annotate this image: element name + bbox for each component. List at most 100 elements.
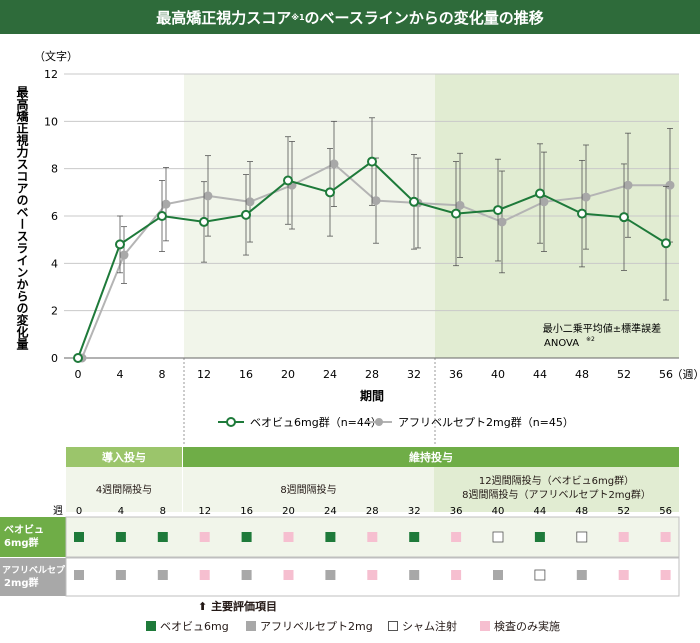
y-tick-label: 10 [44,115,58,128]
y-axis-label: 最高矯正視力スコアのベースラインからの変化量 [15,86,29,350]
data-point [199,216,209,227]
dose-marker-brolucizumab [74,532,84,542]
dose-marker-aflibercept [367,570,378,580]
dosing-schedule-table: 週 0 4 8 12 16 20 24 28 32 36 40 44 48 52 56ベオビュ6mg群アフリベ… [0,505,680,597]
row-label-bg-aflibercept [0,558,66,596]
x-axis-label: 期間 [360,388,384,403]
data-point [665,180,675,190]
week-header-cell: 48 [575,506,588,517]
x-tick-label: 44 [533,368,547,381]
x-tick-label: 56 [659,368,673,381]
dose-marker-aflibercept [115,570,126,580]
dose-marker-aflibercept [157,570,168,580]
week-header-cell: 12 [198,506,211,517]
interval-8w-band [183,467,434,512]
x-tick-label: 28 [365,368,379,381]
week-header-cell: 20 [282,506,295,517]
data-point [73,353,83,363]
title-footnote-mark: ※1 [291,12,305,22]
x-tick-label: 40 [491,368,505,381]
brolucizumab-square-icon [146,621,156,631]
data-point [619,212,629,223]
y-tick-label: 8 [51,163,58,176]
phase-loading: 導入投与 [66,447,182,467]
legend-sham: シャム注射 [388,618,457,634]
week-header-cell: 52 [617,506,630,517]
dose-marker-brolucizumab [576,531,588,543]
interval-12w-band [434,467,679,512]
data-point [245,197,255,207]
dose-marker-brolucizumab [492,531,504,543]
phase-maintenance: 維持投与 [183,447,679,467]
legend-label-brolucizumab: ベオビュ6mg群（n=44） [250,415,382,429]
week-header-cell: 0 [76,506,82,517]
dose-marker-brolucizumab [283,532,294,542]
data-point [283,175,293,186]
dose-marker-aflibercept [199,570,210,580]
y-tick-label: 12 [44,68,58,81]
dose-marker-aflibercept [660,570,671,580]
interval-12w-label-2: 8週間隔投与（アフリベルセプト2mg群） [462,490,651,501]
aflibercept-square-icon [246,621,256,631]
chart-legend: ベオビュ6mg群（n=44） アフリベルセプト2mg群（n=45） [218,415,574,429]
dose-marker-aflibercept [618,570,629,580]
data-point [329,159,339,169]
dose-marker-aflibercept [493,570,503,580]
series-brolucizumab [73,117,671,363]
data-point [367,156,377,167]
dose-marker-brolucizumab [534,532,545,542]
data-point [119,250,129,260]
week-header-cell: 56 [659,506,672,517]
primary-endpoint-label: 主要評価項目 [211,600,278,613]
week-header-cell: 8 [160,506,166,517]
x-tick-label: 32 [407,368,421,381]
dose-marker-brolucizumab [618,532,629,542]
data-point [203,191,213,201]
dose-marker-aflibercept [74,570,84,580]
dose-marker-aflibercept [409,570,420,580]
data-point [115,239,125,250]
data-point [535,188,545,199]
x-tick-label: 48 [575,368,589,381]
title-main: 最高矯正視力スコア [156,8,292,27]
title-rest: のベースラインからの変化量の推移 [304,8,544,27]
row-label-brolucizumab-1: ベオビュ [4,523,44,536]
dose-marker-brolucizumab [367,532,378,542]
week-header-cell: 44 [534,506,547,517]
week-header-cell: 16 [240,506,253,517]
legend-sham-label: シャム注射 [402,620,457,633]
dose-marker-brolucizumab [451,532,462,542]
dose-marker-aflibercept [451,570,462,580]
week-header-cell: 40 [492,506,505,517]
up-arrow-icon: ⬆ [198,600,208,613]
x-tick-label: 8 [159,368,166,381]
x-tick-label: 52 [617,368,631,381]
data-point [577,208,587,219]
exam-only-square-icon [480,621,490,631]
annotation-mean-se: 最小二乗平均値±標準誤差 [543,322,661,335]
week-header-cell: 24 [324,506,337,517]
y-tick-label: 6 [51,210,58,223]
y-tick-label: 4 [51,257,58,270]
sham-square-icon [388,621,398,631]
data-point [455,200,465,210]
x-tick-label: 4 [117,368,124,381]
phase-loading-label: 導入投与 [102,451,146,464]
interval-12w-label-1: 12週間隔投与（ベオビュ6mg群） [478,476,635,487]
data-point [161,199,171,209]
legend-label-aflibercept: アフリベルセプト2mg群（n=45） [398,415,574,429]
legend-exam-only-label: 検査のみ実施 [494,620,560,633]
legend-aflibercept-label: アフリベルセプト2mg [260,620,373,633]
x-tick-label: 36 [449,368,463,381]
interval-loading [66,467,182,512]
primary-endpoint: ⬆ 主要評価項目 [198,598,277,614]
phase-maintenance-label: 維持投与 [409,451,453,464]
data-point [497,217,507,227]
dose-marker-brolucizumab [157,532,168,542]
legend-exam-only: 検査のみ実施 [480,618,560,634]
dose-marker-brolucizumab [325,532,336,542]
data-point [493,205,503,216]
annotation-anova: ANOVA [544,338,579,349]
x-tick-label: 24 [323,368,337,381]
data-point [241,209,251,220]
